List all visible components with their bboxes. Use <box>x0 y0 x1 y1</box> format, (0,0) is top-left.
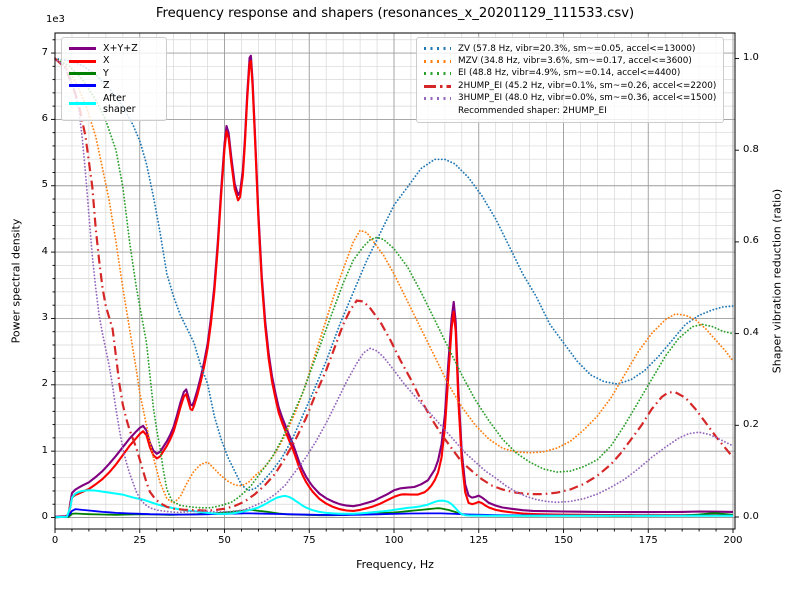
legend-item-psd-0: X+Y+Z <box>69 43 159 54</box>
x-tick-label: 100 <box>384 535 404 546</box>
legend-item-shaper-0: ZV (57.8 Hz, vibr=20.3%, sm~=0.05, accel… <box>424 44 716 55</box>
series-mzv <box>54 57 734 505</box>
legend-label: EI (48.8 Hz, vibr=4.9%, sm~=0.14, accel<… <box>458 68 681 79</box>
x-tick-label: 50 <box>218 535 231 546</box>
series-ei <box>54 57 734 509</box>
legend-label: MZV (34.8 Hz, vibr=3.6%, sm~=0.17, accel… <box>458 55 692 66</box>
legend-item-psd-4: After shaper <box>69 93 159 116</box>
legend-item-psd-3: Z <box>69 80 159 91</box>
recommended-shaper-note: Recommended shaper: 2HUMP_EI <box>424 106 716 117</box>
x-axis-label: Frequency, Hz <box>356 558 434 571</box>
legend-item-shaper-3: 2HUMP_EI (45.2 Hz, vibr=0.1%, sm~=0.26, … <box>424 81 716 92</box>
legend-spacer <box>424 110 451 113</box>
y-right-tick-label: 0.0 <box>743 510 759 522</box>
y-left-tick-label: 1 <box>41 444 48 456</box>
x-tick-label: 75 <box>302 535 316 546</box>
series-x-y-z <box>54 54 734 518</box>
solid-line-swatch-icon <box>69 84 96 88</box>
chart-title: Frequency response and shapers (resonanc… <box>155 6 635 21</box>
y-axis-offset-label: 1e3 <box>46 14 65 25</box>
y-left-tick-label: 7 <box>41 46 48 58</box>
recommended-shaper-text: Recommended shaper: 2HUMP_EI <box>458 105 607 116</box>
series-x <box>54 59 734 519</box>
legend-item-shaper-2: EI (48.8 Hz, vibr=4.9%, sm~=0.14, accel<… <box>424 68 716 79</box>
legend-label: X+Y+Z <box>103 43 138 54</box>
legend-label: After shaper <box>103 92 136 115</box>
x-tick-label: 0 <box>51 535 59 546</box>
x-tick-label: 125 <box>469 535 489 546</box>
y-left-axis-label: Power spectral density <box>9 218 23 344</box>
y-left-tick-label: 2 <box>41 378 48 390</box>
legend-shapers: ZV (57.8 Hz, vibr=20.3%, sm~=0.05, accel… <box>416 37 725 124</box>
series-2hump-ei <box>54 57 734 512</box>
legend-psd: X+Y+Z X Y Z After shaper <box>61 37 167 122</box>
series-zv <box>54 57 734 492</box>
y-right-tick-label: 1.0 <box>743 52 759 63</box>
series-3hump-ei <box>54 57 734 514</box>
dotted-line-swatch-icon <box>424 72 451 76</box>
y-left-tick-label: 3 <box>41 311 48 323</box>
legend-item-shaper-4: 3HUMP_EI (48.0 Hz, vibr=0.0%, sm~=0.36, … <box>424 93 716 104</box>
x-tick-label: 150 <box>553 535 574 546</box>
dashdot-line-swatch-icon <box>424 84 451 88</box>
solid-line-swatch-icon <box>69 59 96 63</box>
x-tick-label: 25 <box>133 535 147 546</box>
x-tick-label: 200 <box>723 535 743 546</box>
legend-item-psd-2: Y <box>69 68 159 79</box>
x-tick-label: 175 <box>638 535 658 546</box>
y-left-tick-label: 5 <box>41 179 48 191</box>
series-after-shaper <box>54 489 733 519</box>
legend-label: X <box>103 55 110 67</box>
y-left-tick-label: 0 <box>41 511 48 522</box>
solid-line-swatch-icon <box>69 47 96 51</box>
y-left-tick-label: 6 <box>41 112 48 124</box>
solid-line-swatch-icon <box>69 71 96 75</box>
dotted-line-swatch-icon <box>424 47 451 51</box>
dotted-line-swatch-icon <box>424 97 451 101</box>
solid-line-swatch-icon <box>69 102 96 106</box>
y-right-tick-label: 0.4 <box>743 327 759 339</box>
y-right-tick-label: 0.2 <box>743 418 759 430</box>
y-right-tick-label: 0.8 <box>743 143 759 155</box>
legend-item-shaper-1: MZV (34.8 Hz, vibr=3.6%, sm~=0.17, accel… <box>424 56 716 67</box>
legend-label: Z <box>103 80 110 92</box>
legend-item-psd-1: X <box>69 55 159 66</box>
plot-frame <box>54 32 736 530</box>
y-left-tick-label: 4 <box>41 245 48 257</box>
legend-label: ZV (57.8 Hz, vibr=20.3%, sm~=0.05, accel… <box>458 43 696 54</box>
y-right-tick-label: 0.6 <box>743 235 759 247</box>
legend-label: Y <box>103 67 109 79</box>
y-right-axis-label: Shaper vibration reduction (ratio) <box>770 188 784 374</box>
dotted-line-swatch-icon <box>424 59 451 63</box>
legend-label: 2HUMP_EI (45.2 Hz, vibr=0.1%, sm~=0.26, … <box>458 80 717 91</box>
legend-label: 3HUMP_EI (48.0 Hz, vibr=0.0%, sm~=0.36, … <box>458 93 717 104</box>
